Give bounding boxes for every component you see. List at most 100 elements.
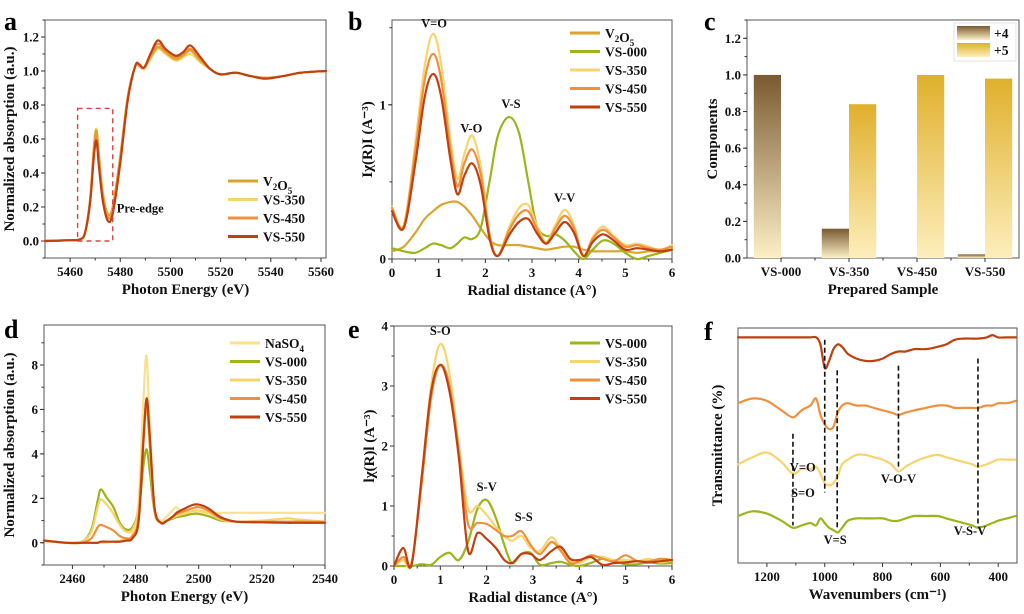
panel-b-ytick-label: 1 — [380, 97, 387, 112]
panel-c-bar-+5-VS-450 — [917, 74, 945, 258]
panel-f-xtick-label: 800 — [873, 569, 893, 584]
panel-a-xtick-label: 5460 — [57, 264, 83, 279]
panel-d-ytick-label: 2 — [32, 491, 39, 506]
panel-c-ytick-label: 0.0 — [725, 251, 741, 266]
panel-b-legend-label: VS-000 — [605, 45, 647, 60]
panel-b-xtick-label: 6 — [669, 265, 676, 280]
panel-e-ylabel: lχ(R)l (A⁻³) — [362, 409, 378, 482]
panel-d-letter: d — [4, 315, 19, 344]
panel-e-legend-label: VS-350 — [605, 355, 647, 370]
panel-f-annotation: V=S — [824, 533, 847, 547]
panel-b-ytick-label: 0 — [380, 252, 387, 267]
panel-d-xtick-label: 2500 — [186, 571, 212, 586]
panel-e-ytick-label: 0 — [382, 559, 389, 574]
panel-f-annotation: V-S-V — [954, 524, 986, 538]
panel-e-xtick-label: 6 — [669, 572, 676, 587]
panel-b-xlabel: Radial distance (A°) — [467, 283, 596, 299]
panel-e-annotation: S-S — [515, 510, 533, 524]
panel-c-bar-+5-VS-550 — [985, 78, 1013, 258]
panel-c-legend-swatch-+4 — [957, 26, 990, 40]
panel-d-xtick-label: 2540 — [312, 571, 338, 586]
panel-b-annotation: V=O — [421, 17, 447, 31]
panel-c-xlabel: Prepared Sample — [828, 282, 939, 298]
panel-a-ytick-label: 0.6 — [23, 132, 40, 147]
panel-f-xtick-label: 400 — [988, 569, 1008, 584]
panel-a-xtick-label: 5560 — [308, 264, 334, 279]
panel-f-annotation: S=O — [791, 486, 815, 500]
panel-d-ytick-label: 4 — [32, 446, 39, 461]
panel-b-xtick-label: 3 — [529, 265, 536, 280]
panel-f-frame — [737, 327, 1018, 564]
panel-e-legend-label: VS-450 — [605, 373, 647, 388]
panel-d-ytick-label: 8 — [32, 358, 39, 373]
panel-a-xlabel: Photon Energy (eV) — [122, 282, 250, 298]
panel-f-xtick-label: 1000 — [812, 569, 838, 584]
panel-b-series-VS-550 — [390, 72, 674, 258]
panel-a-xtick-label: 5480 — [107, 264, 133, 279]
panel-a-annotation: Pre-edge — [117, 202, 164, 216]
panel-e-annotation: S-V — [477, 480, 497, 494]
panel-a-legend-label: VS-350 — [263, 193, 305, 208]
panel-f-series-VS-350 — [736, 451, 1017, 487]
panel-d: d 2460 2480 2500 2520 2540 0 2 4 6 8 Photon Energy … — [2, 315, 338, 605]
panel-a-ytick-label: 1.2 — [23, 30, 39, 45]
panel-e-xtick-label: 3 — [530, 572, 537, 587]
panel-a-legend-label: V2O5 — [263, 174, 293, 196]
panel-c-legend-label: +5 — [994, 43, 1009, 58]
panel-c-bar-+4-VS-350 — [821, 228, 849, 258]
panel-c-ytick-label: 0.8 — [725, 104, 742, 119]
panel-b-legend-label: VS-550 — [605, 100, 647, 115]
panel-c-ytick-label: 1.0 — [725, 67, 741, 82]
panel-e-legend-label: VS-550 — [605, 392, 647, 407]
panel-c-ytick-label: 1.2 — [725, 31, 741, 46]
panel-a-ylabel: Normalized absorption (a.u.) — [2, 47, 18, 232]
panel-b-xtick-label: 4 — [575, 265, 582, 280]
panel-f-series-VS-550 — [736, 334, 1017, 370]
panel-d-xtick-label: 2480 — [123, 571, 149, 586]
panel-e-ytick-label: 2 — [382, 439, 389, 454]
panel-c-letter: c — [704, 7, 716, 36]
panel-f-ylabel: Transmittance (%) — [710, 385, 726, 507]
panel-c-bar-+4-VS-550 — [957, 254, 985, 258]
panel-a-legend-label: VS-550 — [263, 230, 305, 245]
panel-f-series-VS-450 — [736, 397, 1017, 431]
panel-d-legend-label: VS-000 — [265, 355, 307, 370]
panel-c-legend-swatch-+5 — [957, 43, 990, 57]
panel-b-series-VS-000 — [390, 116, 674, 261]
panel-b-series-VS-350 — [390, 32, 674, 258]
panel-c: c 0.0 0.2 0.4 0.6 0.8 1.0 1.2 VS-000 VS-350 VS-450… — [704, 7, 1020, 298]
panel-a-letter: a — [4, 7, 17, 36]
panel-b-xtick-label: 1 — [435, 265, 442, 280]
panel-e-ytick-label: 4 — [382, 319, 389, 334]
panel-b-letter: b — [348, 7, 362, 36]
panel-a: a 5460 5480 5500 5520 5540 5560 0.0 0.2 0.4 0.6 0.8… — [2, 7, 334, 298]
panel-a-series-VS-550 — [43, 39, 328, 243]
panel-f-annotation: V=O — [790, 460, 816, 474]
panel-d-xtick-label: 2520 — [249, 571, 275, 586]
panel-d-series-VS-550 — [42, 397, 327, 545]
panel-d-legend-label: VS-350 — [265, 373, 307, 388]
panel-f-annotation: V-O-V — [881, 472, 916, 486]
panel-c-xtick-label: VS-000 — [761, 264, 801, 279]
panel-c-bar-+5-VS-350 — [849, 104, 877, 258]
panel-e-ytick-label: 1 — [382, 499, 389, 514]
panel-c-ytick-label: 0.4 — [725, 177, 742, 192]
panel-a-legend-label: VS-450 — [263, 211, 305, 226]
panel-e-xtick-label: 0 — [391, 572, 398, 587]
panel-f-series-VS-000 — [736, 510, 1017, 534]
panel-a-ytick-label: 0.4 — [23, 166, 40, 181]
panel-b-ylabel: Iχ(R)I (A⁻³) — [360, 101, 376, 177]
panel-b-annotation: V-V — [554, 191, 575, 205]
panel-d-frame — [43, 324, 326, 566]
panel-e-xlabel: Radial distance (A°) — [468, 590, 597, 606]
panel-b-series-VS-450 — [390, 52, 674, 258]
panel-d-series-VS-000 — [42, 448, 327, 545]
panel-e-xtick-label: 1 — [437, 572, 444, 587]
panel-b-xtick-label: 5 — [622, 265, 629, 280]
panel-e-xtick-label: 5 — [622, 572, 629, 587]
panel-a-ytick-label: 0.0 — [23, 234, 39, 249]
pre-edge-box — [76, 107, 114, 242]
panel-b-legend-label: VS-350 — [605, 63, 647, 78]
panel-e-series-VS-550 — [392, 363, 674, 569]
panel-d-legend-label: VS-450 — [265, 392, 307, 407]
